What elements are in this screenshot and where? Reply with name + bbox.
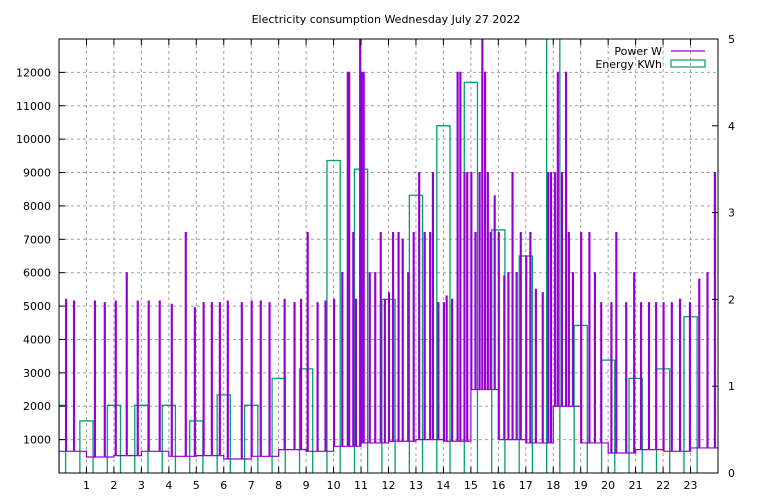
y-tick-label: 7000: [23, 233, 51, 246]
x-tick-label: 16: [491, 479, 505, 492]
energy-bar: [298, 368, 314, 473]
x-tick-label: 1: [83, 479, 90, 492]
x-tick-label: 18: [546, 479, 560, 492]
x-tick-label: 2: [110, 479, 117, 492]
x-tick-label: 6: [220, 479, 227, 492]
energy-bar: [408, 194, 424, 473]
y-tick-label: 10000: [16, 133, 51, 146]
x-tick-label: 20: [601, 479, 615, 492]
y2-tick-label: 0: [728, 467, 735, 480]
energy-bar: [161, 404, 177, 473]
legend-label-energy: Energy KWh: [595, 58, 662, 71]
y-tick-label: 5000: [23, 300, 51, 313]
x-tick-label: 10: [327, 479, 341, 492]
x-tick-label: 17: [519, 479, 533, 492]
y2-tick-label: 4: [728, 120, 735, 133]
x-tick-label: 12: [382, 479, 396, 492]
x-tick-label: 7: [248, 479, 255, 492]
x-tick-label: 19: [574, 479, 588, 492]
y-tick-label: 3000: [23, 367, 51, 380]
y2-tick-label: 3: [728, 207, 735, 220]
x-tick-label: 3: [138, 479, 145, 492]
x-tick-label: 21: [629, 479, 643, 492]
legend-swatch-energy: [670, 59, 706, 68]
legend: Power W Energy KWh: [595, 45, 706, 71]
legend-label-power: Power W: [614, 45, 662, 58]
y-tick-label: 4000: [23, 333, 51, 346]
y2-tick-label: 2: [728, 293, 735, 306]
x-tick-label: 14: [436, 479, 450, 492]
x-tick-label: 5: [193, 479, 200, 492]
y-tick-label: 12000: [16, 66, 51, 79]
y-tick-label: 11000: [16, 100, 51, 113]
chart-title: Electricity consumption Wednesday July 2…: [252, 13, 521, 26]
x-tick-label: 9: [303, 479, 310, 492]
x-tick-label: 11: [354, 479, 368, 492]
y2-tick-label: 1: [728, 380, 735, 393]
energy-bar: [436, 125, 451, 473]
x-tick-label: 4: [165, 479, 172, 492]
power-line: [59, 39, 718, 460]
power-series: [59, 39, 718, 460]
y-tick-label: 1000: [23, 434, 51, 447]
energy-bar: [326, 159, 341, 473]
x-tick-label: 22: [656, 479, 670, 492]
y-tick-label: 6000: [23, 267, 51, 280]
x-tick-label: 13: [409, 479, 423, 492]
energy-bar: [79, 420, 94, 473]
y-tick-label: 9000: [23, 167, 51, 180]
y-tick-label: 2000: [23, 400, 51, 413]
energy-bar: [546, 39, 561, 473]
y-tick-label: 8000: [23, 200, 51, 213]
x-tick-label: 15: [464, 479, 478, 492]
x-tick-label: 8: [275, 479, 282, 492]
energy-bar: [628, 377, 643, 473]
axes: 1 2 3 4 5 6 7 8 9 10 11 12 13 14 15 16 17 18 19 20 21 22 23100…: [16, 33, 735, 492]
y2-tick-label: 5: [728, 33, 735, 46]
x-tick-label: 23: [684, 479, 698, 492]
energy-bar: [216, 394, 231, 473]
energy-bar: [106, 404, 122, 473]
